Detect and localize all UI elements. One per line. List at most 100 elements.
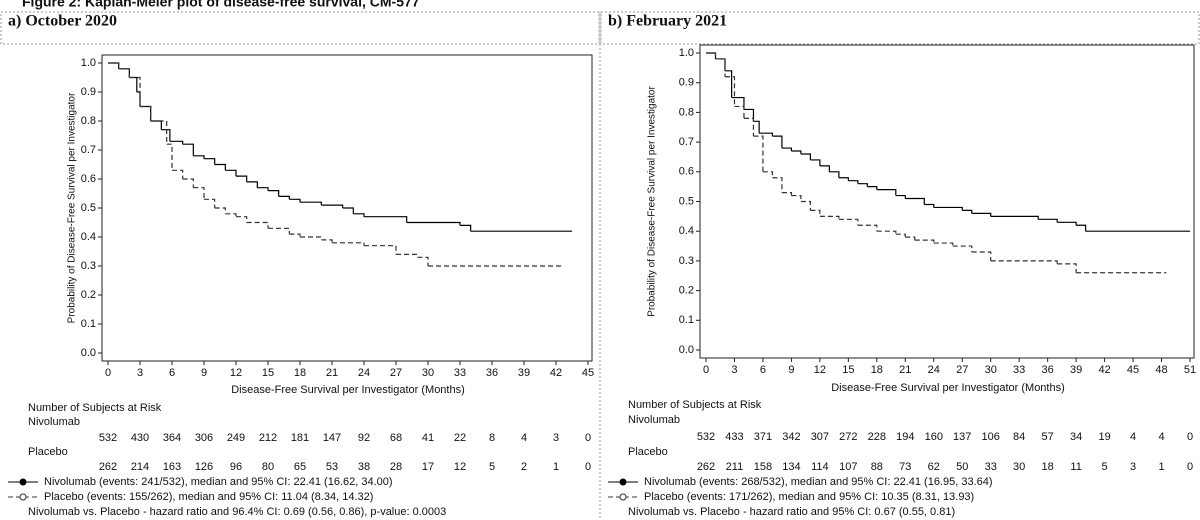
risk-count: 137	[953, 431, 971, 443]
risk-count: 0	[585, 432, 591, 444]
x-tick-label: 51	[1184, 364, 1196, 376]
risk-table-title: Number of Subjects at Risk	[28, 402, 162, 414]
x-tick-label: 36	[486, 367, 498, 379]
survival-step	[800, 200, 811, 211]
risk-row-name: Placebo	[28, 446, 68, 458]
y-tick-label: 0.1	[679, 314, 694, 326]
panel-header-box	[0, 11, 600, 45]
survival-step	[169, 140, 184, 145]
survival-step	[1076, 224, 1087, 232]
y-tick-label: 0.9	[679, 77, 694, 89]
survival-step	[268, 227, 290, 235]
legend-entry: Nivolumab (events: 241/532), median and …	[44, 476, 393, 488]
survival-step	[193, 155, 205, 159]
risk-count: 50	[956, 461, 968, 473]
y-tick-label: 0.3	[679, 255, 694, 267]
survival-step	[246, 221, 269, 229]
risk-count: 1	[553, 461, 559, 473]
footnote: Nivolumab vs. Placebo - hazard ratio and…	[28, 506, 446, 518]
survival-step	[924, 203, 935, 208]
risk-count: 532	[99, 432, 117, 444]
survival-step	[140, 105, 152, 121]
survival-step	[829, 171, 840, 178]
survival-step	[246, 181, 258, 188]
x-tick-label: 21	[326, 367, 338, 379]
survival-step	[321, 239, 333, 243]
survival-step	[353, 213, 365, 217]
risk-count: 28	[390, 461, 402, 473]
survival-step	[1057, 221, 1077, 226]
y-tick-label: 0.2	[81, 289, 96, 301]
y-tick-label: 0.5	[679, 195, 694, 207]
y-tick-label: 0.9	[81, 86, 96, 98]
risk-count: 0	[1187, 461, 1193, 473]
survival-step	[289, 233, 301, 237]
y-tick-label: 1.0	[679, 47, 694, 59]
risk-count: 4	[1158, 431, 1164, 443]
x-tick-label: 39	[1070, 364, 1082, 376]
risk-count: 307	[811, 431, 829, 443]
survival-step	[140, 105, 152, 121]
survival-step	[417, 256, 429, 266]
legend-marker	[19, 493, 27, 501]
y-tick-label: 1.0	[81, 57, 96, 69]
y-tick-label: 0.7	[679, 136, 694, 148]
survival-step	[759, 132, 774, 137]
y-tick-label: 0.5	[81, 202, 96, 214]
survival-step	[1038, 218, 1058, 223]
risk-count: 92	[358, 432, 370, 444]
risk-count: 65	[294, 461, 306, 473]
survival-step	[914, 239, 935, 244]
risk-count: 342	[782, 431, 800, 443]
survival-step	[321, 204, 344, 208]
x-tick-label: 36	[1042, 364, 1054, 376]
x-axis-label: Disease-Free Survival per Investigator (…	[231, 384, 465, 396]
survival-step	[743, 108, 755, 122]
risk-count: 4	[521, 432, 527, 444]
survival-step	[810, 209, 821, 217]
y-tick-label: 0.0	[679, 344, 694, 356]
x-axis-label: Disease-Free Survival per Investigator (…	[831, 382, 1065, 394]
risk-count: 2	[521, 461, 527, 473]
survival-step	[952, 245, 973, 252]
survival-step	[791, 194, 802, 202]
survival-step	[715, 58, 726, 77]
survival-step	[857, 224, 878, 232]
risk-count: 364	[163, 432, 181, 444]
survival-step	[289, 198, 301, 203]
survival-step	[225, 213, 237, 217]
survival-step	[225, 169, 237, 177]
risk-count: 73	[899, 461, 911, 473]
risk-count: 19	[1098, 431, 1110, 443]
survival-step	[990, 260, 1058, 264]
risk-count: 163	[163, 461, 181, 473]
survival-step	[971, 251, 992, 261]
survival-step	[278, 195, 290, 200]
x-tick-label: 45	[582, 367, 594, 379]
survival-step	[706, 52, 717, 59]
y-tick-label: 0.4	[679, 225, 694, 237]
risk-count: 88	[871, 461, 883, 473]
survival-step	[129, 76, 138, 92]
survival-step	[118, 68, 130, 78]
survival-step	[236, 216, 248, 223]
survival-step	[396, 253, 418, 258]
survival-step	[108, 62, 120, 69]
risk-count: 262	[697, 461, 715, 473]
footnote: Nivolumab vs. Placebo - hazard ratio and…	[628, 506, 955, 518]
y-tick-label: 0.7	[81, 144, 96, 156]
x-tick-label: 15	[262, 367, 274, 379]
survival-step	[838, 218, 859, 226]
survival-step	[150, 120, 168, 145]
risk-table-title: Number of Subjects at Risk	[628, 399, 762, 411]
risk-count: 262	[99, 461, 117, 473]
risk-count: 80	[262, 461, 274, 473]
x-tick-label: 24	[358, 367, 370, 379]
risk-count: 18	[1042, 461, 1054, 473]
risk-count: 272	[839, 431, 857, 443]
risk-count: 181	[291, 432, 309, 444]
x-tick-label: 45	[1127, 364, 1139, 376]
risk-count: 17	[422, 461, 434, 473]
survival-step	[118, 68, 130, 78]
survival-step	[161, 129, 171, 142]
